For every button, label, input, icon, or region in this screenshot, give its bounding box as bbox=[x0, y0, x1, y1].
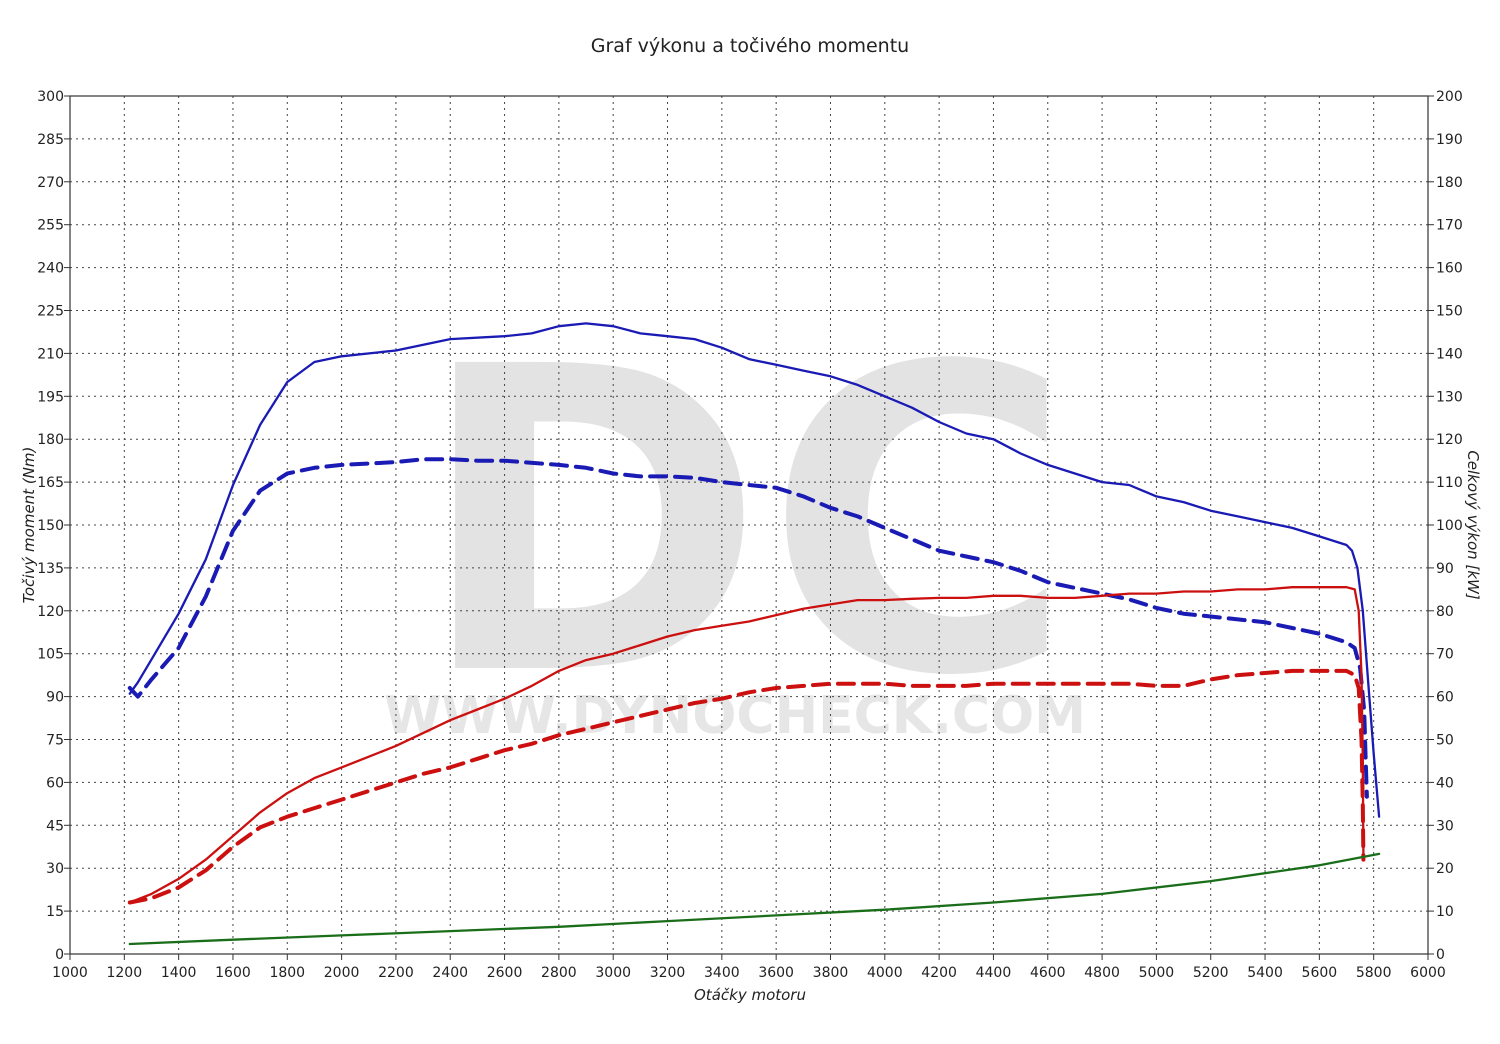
y-right-tick-label: 190 bbox=[1436, 132, 1463, 148]
y-right-tick-label: 170 bbox=[1436, 218, 1463, 234]
y-right-axis-label: Celkový výkon [kW] bbox=[1464, 450, 1482, 600]
y-left-tick-label: 135 bbox=[37, 561, 64, 577]
y-right-tick-label: 10 bbox=[1436, 904, 1454, 920]
chart-title: Graf výkonu a točivého momentu bbox=[591, 35, 909, 57]
series-layer bbox=[127, 322, 1381, 946]
x-tick-label: 1800 bbox=[269, 965, 305, 981]
y-left-tick-label: 150 bbox=[37, 518, 64, 534]
y-left-tick-label: 45 bbox=[46, 818, 64, 834]
x-tick-label: 2600 bbox=[487, 965, 523, 981]
y-left-tick-label: 75 bbox=[46, 733, 64, 749]
y-left-tick-label: 180 bbox=[37, 432, 64, 448]
x-tick-label: 4200 bbox=[921, 965, 957, 981]
series-line-2 bbox=[127, 457, 1369, 799]
y-left-tick-label: 60 bbox=[46, 775, 64, 791]
y-left-tick-label: 90 bbox=[46, 690, 64, 706]
y-left-tick-label: 270 bbox=[37, 175, 64, 191]
y-left-tick-label: 210 bbox=[37, 346, 64, 362]
y-right-tick-label: 180 bbox=[1436, 175, 1463, 191]
x-tick-label: 1000 bbox=[52, 965, 88, 981]
series-line-1 bbox=[128, 322, 1381, 818]
y-left-tick-label: 105 bbox=[37, 647, 64, 663]
x-tick-label: 4800 bbox=[1084, 965, 1120, 981]
y-left-tick-label: 195 bbox=[37, 389, 64, 405]
x-tick-label: 4400 bbox=[976, 965, 1012, 981]
x-tick-label: 3800 bbox=[813, 965, 849, 981]
x-tick-label: 5600 bbox=[1302, 965, 1338, 981]
series-line-5 bbox=[128, 852, 1381, 946]
x-tick-label: 2000 bbox=[324, 965, 360, 981]
y-left-axis-ticks: 0 15 30 45 60 75 90 105 120 135 150 165 180 195 210 225… bbox=[37, 89, 70, 963]
x-tick-label: 3400 bbox=[704, 965, 740, 981]
y-right-tick-label: 100 bbox=[1436, 518, 1463, 534]
x-tick-label: 5000 bbox=[1139, 965, 1175, 981]
series-line-3 bbox=[128, 586, 1365, 904]
y-right-tick-label: 0 bbox=[1436, 947, 1445, 963]
x-tick-label: 3200 bbox=[650, 965, 686, 981]
x-tick-label: 5800 bbox=[1356, 965, 1392, 981]
y-left-tick-label: 165 bbox=[37, 475, 64, 491]
x-tick-label: 1400 bbox=[161, 965, 197, 981]
x-tick-label: 5400 bbox=[1247, 965, 1283, 981]
watermark-url: WWW.DYNOCHECK.COM bbox=[384, 686, 1086, 746]
y-right-tick-label: 130 bbox=[1436, 389, 1463, 405]
x-axis-label: Otáčky motoru bbox=[694, 986, 806, 1004]
y-right-tick-label: 40 bbox=[1436, 775, 1454, 791]
y-right-tick-label: 90 bbox=[1436, 561, 1454, 577]
x-tick-label: 4600 bbox=[1030, 965, 1066, 981]
y-left-tick-label: 0 bbox=[55, 947, 64, 963]
watermark: DC WWW.DYNOCHECK.COM bbox=[384, 279, 1086, 768]
x-axis-ticks: 1000 1200 1400 1600 1800 2000 2200 2400 2600 2800… bbox=[52, 954, 1446, 981]
y-right-tick-label: 20 bbox=[1436, 861, 1454, 877]
x-tick-label: 1600 bbox=[215, 965, 251, 981]
y-right-tick-label: 50 bbox=[1436, 733, 1454, 749]
y-right-tick-label: 80 bbox=[1436, 604, 1454, 620]
y-left-tick-label: 225 bbox=[37, 304, 64, 320]
y-left-tick-label: 120 bbox=[37, 604, 64, 620]
y-right-tick-label: 160 bbox=[1436, 261, 1463, 277]
y-right-tick-label: 120 bbox=[1436, 432, 1463, 448]
x-tick-label: 2800 bbox=[541, 965, 577, 981]
y-right-tick-label: 70 bbox=[1436, 647, 1454, 663]
x-tick-label: 3600 bbox=[758, 965, 794, 981]
y-left-tick-label: 300 bbox=[37, 89, 64, 105]
y-right-axis-ticks: 0 10 20 30 40 50 60 70 80 90 100 110 120 130 140 150 160… bbox=[1428, 89, 1463, 963]
y-left-tick-label: 15 bbox=[46, 904, 64, 920]
y-right-tick-label: 60 bbox=[1436, 690, 1454, 706]
x-tick-label: 2200 bbox=[378, 965, 414, 981]
y-left-tick-label: 285 bbox=[37, 132, 64, 148]
x-tick-label: 2400 bbox=[432, 965, 468, 981]
y-left-tick-label: 30 bbox=[46, 861, 64, 877]
y-right-tick-label: 200 bbox=[1436, 89, 1463, 105]
x-tick-label: 4000 bbox=[867, 965, 903, 981]
series-line-4 bbox=[127, 668, 1366, 905]
grid bbox=[70, 96, 1428, 954]
y-right-tick-label: 140 bbox=[1436, 346, 1463, 362]
y-left-tick-label: 240 bbox=[37, 261, 64, 277]
x-tick-label: 6000 bbox=[1410, 965, 1446, 981]
y-right-tick-label: 30 bbox=[1436, 818, 1454, 834]
x-tick-label: 1200 bbox=[106, 965, 142, 981]
x-tick-label: 3000 bbox=[595, 965, 631, 981]
y-right-tick-label: 110 bbox=[1436, 475, 1463, 491]
y-right-tick-label: 150 bbox=[1436, 304, 1463, 320]
x-tick-label: 5200 bbox=[1193, 965, 1229, 981]
y-left-tick-label: 255 bbox=[37, 218, 64, 234]
y-left-axis-label: Točivý moment (Nm) bbox=[20, 447, 38, 604]
